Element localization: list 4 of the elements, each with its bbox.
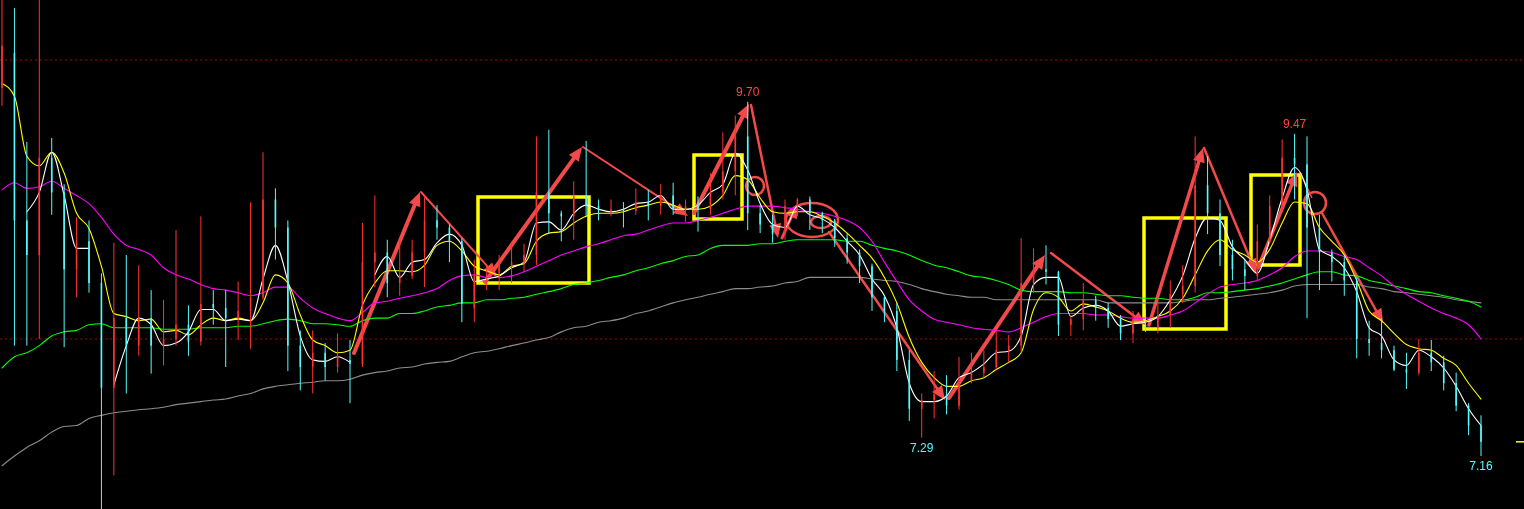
annotation: 7.16 (1469, 459, 1493, 474)
annotation: 7.29 (910, 440, 934, 455)
annotation: 9.47 (1282, 116, 1307, 131)
annotation: 9.70 (736, 84, 760, 99)
